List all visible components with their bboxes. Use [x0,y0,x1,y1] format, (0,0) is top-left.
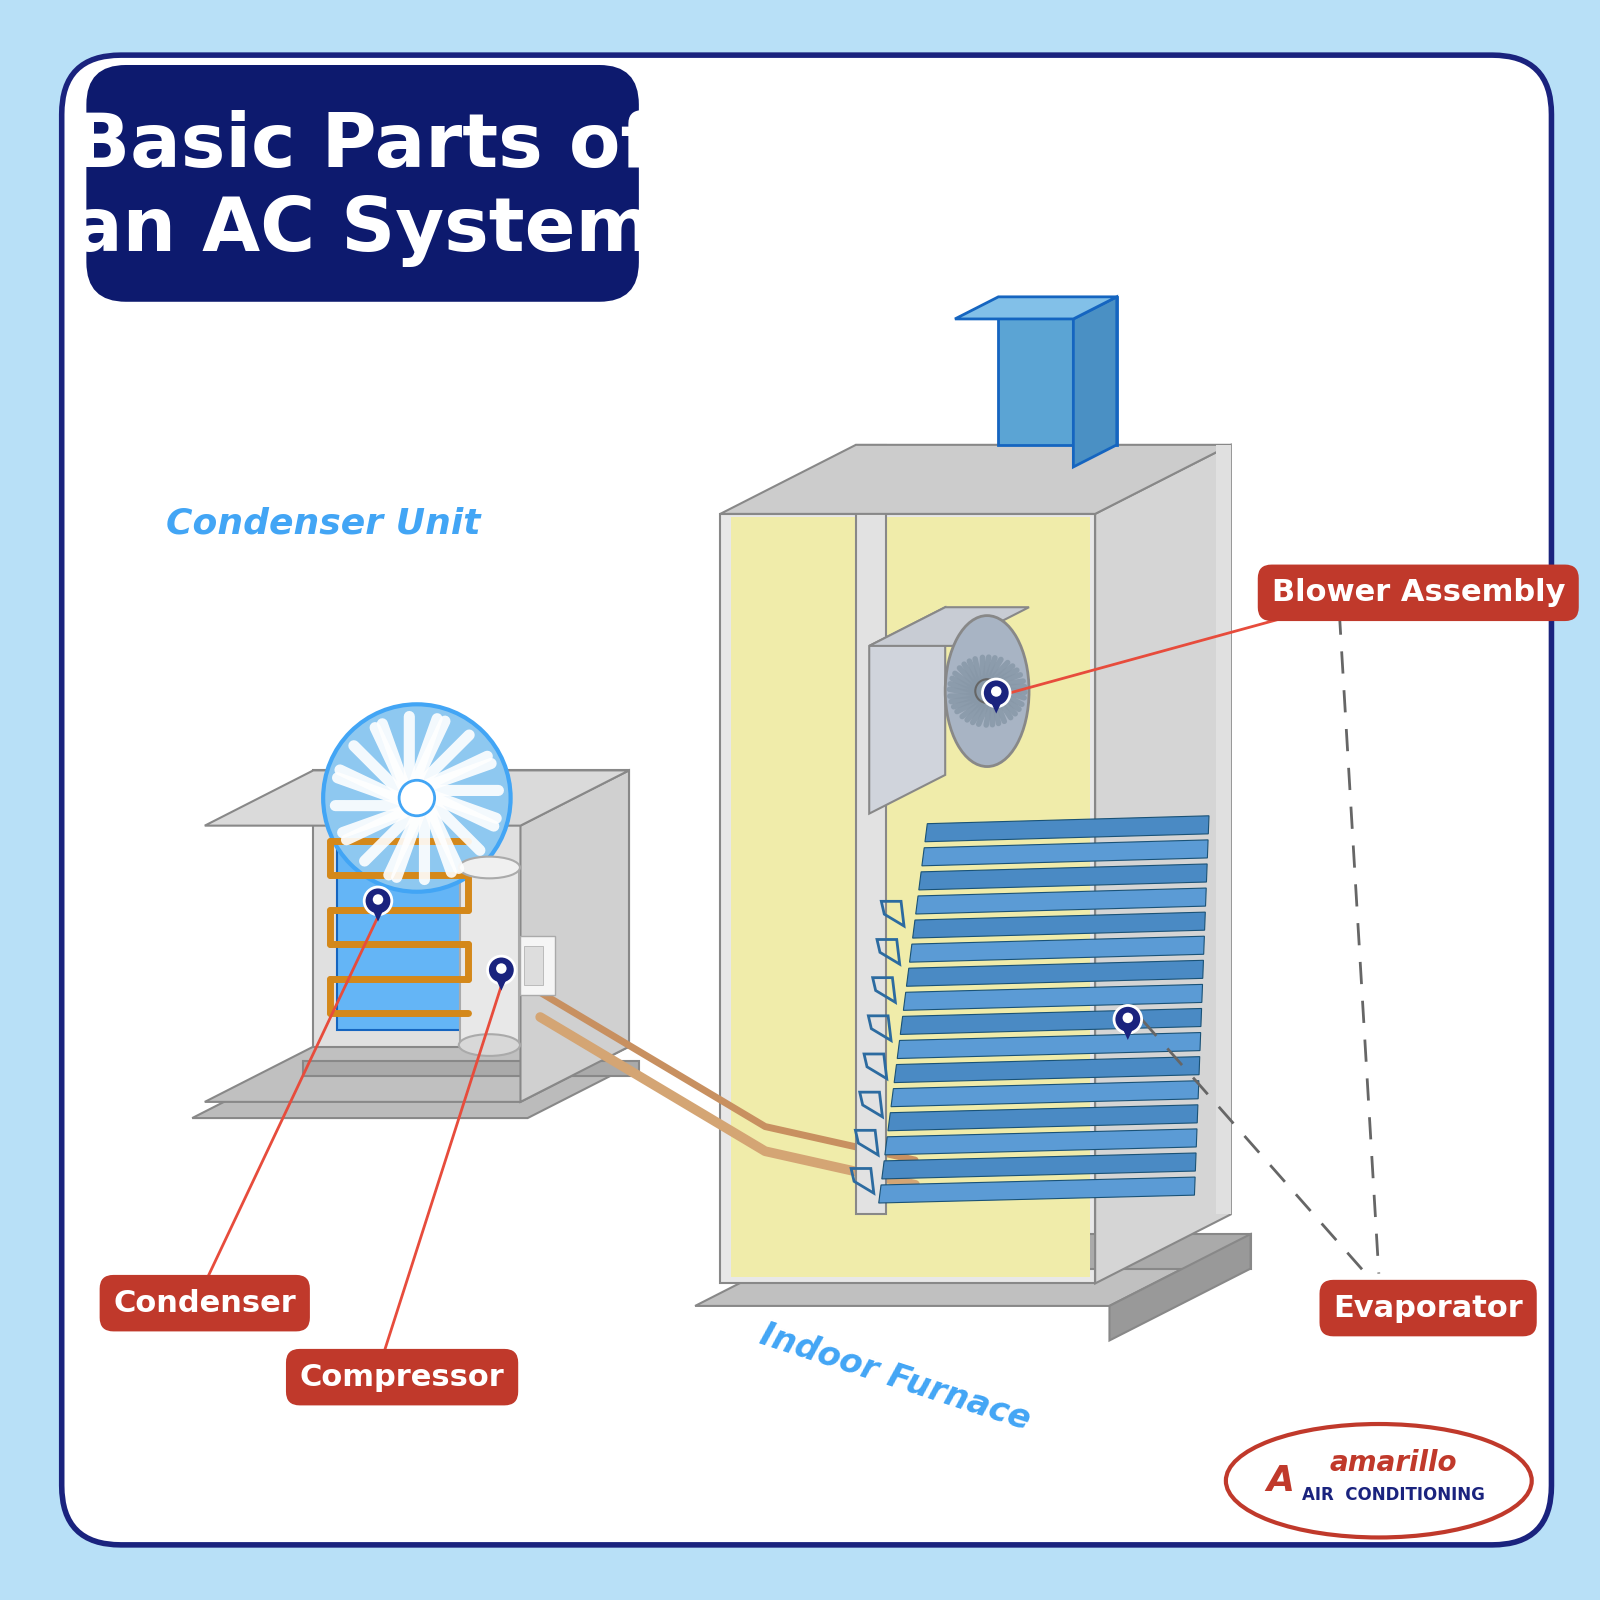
Polygon shape [720,514,1094,1283]
Circle shape [1123,1013,1133,1022]
Polygon shape [888,1106,1198,1131]
Polygon shape [989,698,1003,714]
Circle shape [365,886,392,915]
Polygon shape [998,298,1117,445]
Polygon shape [904,984,1203,1010]
Polygon shape [925,816,1210,842]
Polygon shape [694,1234,1251,1306]
Circle shape [990,686,1002,696]
Polygon shape [856,445,885,1214]
Circle shape [982,678,1010,707]
Text: Compressor: Compressor [299,1363,504,1392]
Text: Condenser: Condenser [114,1288,296,1318]
Circle shape [976,680,998,702]
Circle shape [496,963,507,974]
Polygon shape [520,771,629,1102]
Polygon shape [338,813,461,1030]
Circle shape [1114,1005,1142,1034]
Text: Condenser Unit: Condenser Unit [166,507,480,541]
Circle shape [398,781,435,816]
Polygon shape [1109,1234,1251,1341]
Polygon shape [731,517,1090,1277]
Polygon shape [885,1130,1197,1155]
Polygon shape [912,912,1205,938]
Polygon shape [878,1178,1195,1203]
Polygon shape [192,1061,638,1118]
FancyBboxPatch shape [62,54,1552,1546]
Polygon shape [898,1032,1200,1059]
Polygon shape [494,974,509,990]
Ellipse shape [946,616,1029,766]
Polygon shape [371,906,386,922]
Polygon shape [1216,445,1230,1214]
Polygon shape [1094,445,1230,1283]
Text: amarillo: amarillo [1330,1450,1458,1477]
Text: A: A [1266,1464,1294,1498]
Ellipse shape [459,1034,520,1056]
Polygon shape [205,1046,629,1102]
Polygon shape [907,960,1203,986]
Polygon shape [837,1234,1251,1269]
Polygon shape [205,771,629,826]
Polygon shape [882,1154,1197,1179]
Polygon shape [304,1061,638,1077]
Text: Evaporator: Evaporator [1333,1293,1523,1323]
Polygon shape [1074,298,1117,467]
Polygon shape [720,445,1230,514]
Circle shape [373,894,384,904]
Polygon shape [459,867,518,1045]
Text: AIR  CONDITIONING: AIR CONDITIONING [1302,1485,1485,1504]
Text: Blower Assembly: Blower Assembly [1272,578,1565,608]
Polygon shape [915,888,1206,914]
Circle shape [488,957,515,984]
Polygon shape [314,771,629,1046]
Polygon shape [955,298,1117,318]
Polygon shape [520,936,555,995]
Polygon shape [869,608,1029,646]
Polygon shape [1120,1024,1136,1040]
Polygon shape [894,1056,1200,1083]
Polygon shape [901,1008,1202,1035]
Text: Indoor Furnace: Indoor Furnace [757,1318,1035,1437]
Circle shape [323,704,510,891]
Polygon shape [918,864,1206,890]
Polygon shape [869,608,946,814]
FancyBboxPatch shape [86,66,638,302]
Text: Basic Parts of
an AC System: Basic Parts of an AC System [72,110,653,267]
Ellipse shape [459,856,520,878]
Ellipse shape [1226,1424,1531,1538]
Polygon shape [922,840,1208,866]
Polygon shape [523,946,544,986]
Polygon shape [909,936,1205,962]
Polygon shape [891,1080,1198,1107]
